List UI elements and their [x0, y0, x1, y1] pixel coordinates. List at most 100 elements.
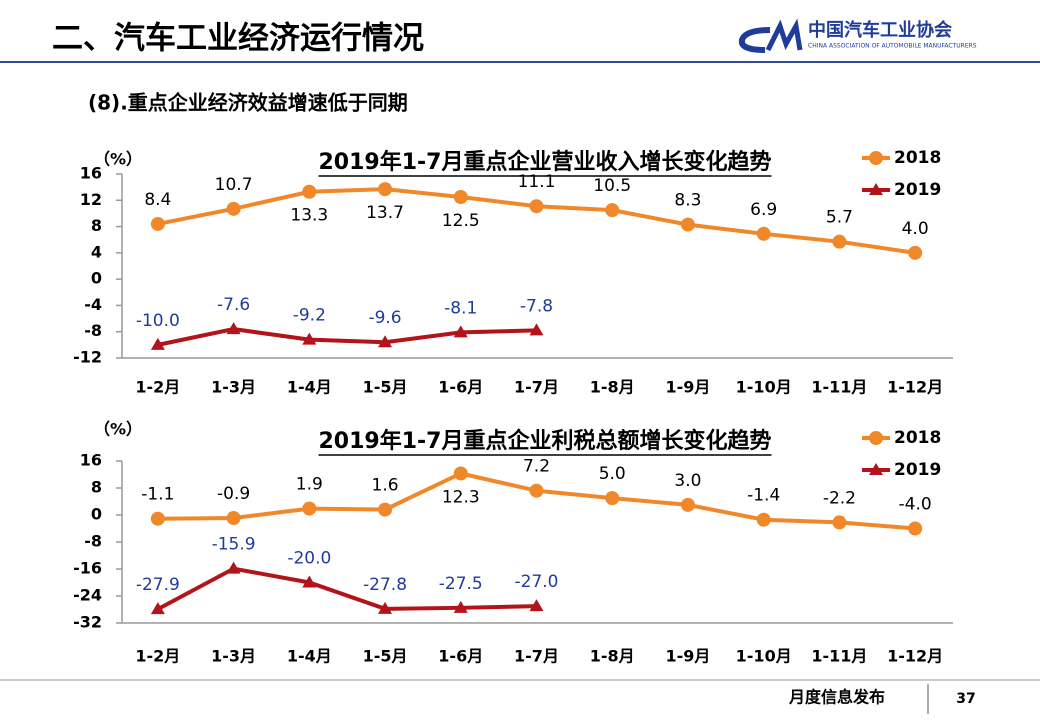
data-point: [756, 226, 771, 241]
y-tick-label: 16: [80, 451, 102, 470]
data-point: [453, 325, 468, 338]
y-tick-label: 4: [91, 242, 102, 261]
data-label: 3.0: [674, 471, 701, 491]
data-point: [378, 601, 393, 614]
x-tick-label: 1-10月: [736, 647, 792, 666]
data-point: [378, 335, 393, 348]
data-point: [150, 337, 165, 350]
chart-title: 2019年1-7月重点企业利税总额增长变化趋势: [319, 428, 772, 454]
chart-title: 2019年1-7月重点企业营业收入增长变化趋势: [319, 149, 772, 175]
x-tick-label: 1-9月: [665, 378, 710, 397]
data-label: -20.0: [287, 549, 331, 569]
data-point: [226, 322, 241, 335]
legend-marker: [869, 183, 883, 195]
data-point: [226, 511, 241, 526]
legend-label: 2019: [894, 460, 941, 480]
x-tick-label: 1-7月: [514, 378, 559, 397]
legend-label: 2019: [894, 180, 941, 200]
x-tick-label: 1-8月: [590, 647, 635, 666]
data-point: [302, 332, 317, 345]
data-point: [302, 184, 317, 199]
data-label: -27.0: [515, 572, 559, 592]
x-tick-label: 1-4月: [287, 647, 332, 666]
x-tick-label: 1-12月: [887, 378, 943, 397]
data-point: [680, 217, 695, 232]
data-label: -9.2: [293, 306, 326, 326]
data-point: [756, 512, 771, 527]
data-label: -27.8: [363, 575, 407, 595]
x-tick-label: 1-3月: [211, 647, 256, 666]
data-label: 10.7: [215, 175, 253, 195]
legend-marker: [869, 431, 883, 445]
data-label: 7.2: [523, 457, 550, 477]
x-tick-label: 1-3月: [211, 378, 256, 397]
footer-text: 月度信息发布: [788, 688, 885, 707]
data-label: 1.9: [296, 475, 323, 495]
x-tick-label: 1-6月: [438, 378, 483, 397]
x-tick-label: 1-12月: [887, 647, 943, 666]
data-point: [453, 600, 468, 613]
x-tick-label: 1-6月: [438, 647, 483, 666]
x-tick-label: 1-8月: [590, 378, 635, 397]
data-label: 13.7: [366, 203, 404, 223]
data-label: 8.3: [674, 191, 701, 211]
data-point: [529, 483, 544, 498]
data-point: [908, 521, 923, 536]
y-tick-label: -8: [84, 532, 102, 551]
data-label: -1.4: [747, 486, 780, 506]
data-label: -10.0: [136, 311, 180, 331]
legend-marker: [869, 151, 883, 165]
data-label: -27.5: [439, 574, 483, 594]
data-point: [150, 511, 165, 526]
data-label: -27.9: [136, 575, 180, 595]
data-label: -2.2: [823, 488, 856, 508]
data-label: -0.9: [217, 484, 250, 504]
y-tick-label: -16: [73, 559, 102, 578]
x-tick-label: 1-2月: [135, 647, 180, 666]
data-point: [832, 515, 847, 530]
data-label: -1.1: [141, 485, 174, 505]
data-point: [453, 190, 468, 204]
x-tick-label: 1-11月: [811, 378, 867, 397]
data-label: -8.1: [444, 298, 477, 318]
data-point: [150, 216, 165, 231]
series-line: [157, 327, 537, 347]
data-point: [150, 602, 165, 615]
x-tick-label: 1-4月: [287, 378, 332, 397]
data-point: [529, 323, 544, 336]
data-label: 4.0: [902, 219, 929, 239]
data-point: [453, 466, 468, 481]
y-tick-label: 8: [91, 478, 102, 497]
data-label: 5.0: [599, 464, 626, 484]
data-label: 5.7: [826, 208, 853, 228]
y-tick-label: -24: [73, 586, 102, 605]
logo-c: [738, 27, 771, 53]
y-tick-label: 0: [91, 505, 102, 524]
logo-subtitle: CHINA ASSOCIATION OF AUTOMOBILE MANUFACT…: [808, 43, 977, 50]
data-point: [378, 182, 393, 197]
y-tick-label: 12: [80, 190, 102, 209]
x-tick-label: 1-5月: [363, 378, 408, 397]
data-point: [378, 502, 393, 517]
data-point: [832, 234, 847, 249]
y-axis-unit: （%）: [94, 420, 142, 439]
series-line: [156, 566, 537, 611]
data-label: 1.6: [372, 476, 399, 496]
data-point: [226, 201, 241, 216]
x-tick-label: 1-7月: [514, 647, 559, 666]
data-point: [529, 199, 544, 214]
data-label: 10.5: [593, 176, 631, 196]
x-tick-label: 1-11月: [811, 647, 867, 666]
y-tick-label: -32: [73, 613, 102, 632]
y-tick-label: -4: [84, 295, 102, 314]
data-label: 12.5: [442, 211, 480, 231]
y-tick-label: -12: [73, 348, 102, 367]
logo-am: [765, 18, 803, 52]
data-label: 12.3: [442, 487, 480, 507]
y-tick-label: 8: [91, 216, 102, 235]
logo-name: 中国汽车工业协会: [808, 19, 952, 41]
data-label: -4.0: [899, 495, 932, 515]
data-label: 6.9: [750, 200, 777, 220]
legend-marker: [869, 463, 883, 475]
